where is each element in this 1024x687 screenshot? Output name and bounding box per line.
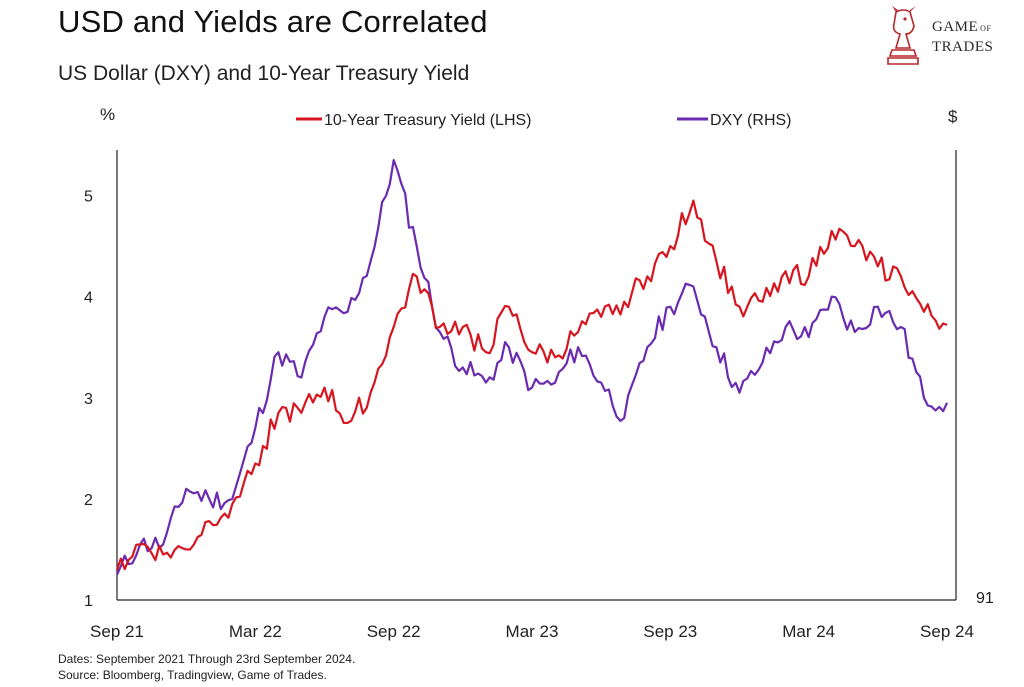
- chart-title: USD and Yields are Correlated: [58, 4, 488, 39]
- legend: 10-Year Treasury Yield (LHS) DXY (RHS): [296, 112, 792, 129]
- right-axis-tick-label: 91: [976, 590, 994, 607]
- y-tick-label: 5: [84, 189, 93, 206]
- logo-line1: GAME: [932, 19, 979, 35]
- bull-knight-icon: [887, 6, 919, 65]
- dxy-line: [115, 159, 949, 576]
- y-tick-label: 3: [84, 391, 93, 408]
- chart-subtitle: US Dollar (DXY) and 10-Year Treasury Yie…: [58, 62, 470, 85]
- x-tick-label: Mar 22: [229, 622, 282, 641]
- y-tick-label: 2: [84, 492, 93, 509]
- legend-label-dxy: DXY (RHS): [710, 112, 792, 129]
- yield-line: [115, 199, 948, 571]
- x-axis-ticks: Sep 21 Mar 22 Sep 22 Mar 23 Sep 23 Mar 24 Sep …: [90, 622, 974, 641]
- x-tick-label: Sep 24: [920, 622, 974, 641]
- legend-label-yield: 10-Year Treasury Yield (LHS): [324, 112, 532, 129]
- right-axis-unit: $: [948, 107, 958, 126]
- x-tick-label: Sep 22: [367, 622, 421, 641]
- logo-line2: TRADES: [932, 39, 994, 55]
- footnote-source: Source: Bloomberg, Tradingview, Game of …: [58, 668, 327, 682]
- left-axis-ticks: 1 2 3 4 5: [84, 189, 93, 610]
- y-tick-label: 4: [84, 290, 93, 307]
- x-tick-label: Sep 21: [90, 622, 144, 641]
- footnote-dates: Dates: September 2021 Through 23rd Septe…: [58, 652, 356, 666]
- x-tick-label: Sep 23: [643, 622, 697, 641]
- x-tick-label: Mar 24: [782, 622, 835, 641]
- x-tick-label: Mar 23: [506, 622, 559, 641]
- logo-of: OF: [980, 24, 992, 33]
- logo-wordmark: GAME OF TRADES: [932, 18, 993, 56]
- y-tick-label: 1: [84, 593, 93, 610]
- chart-lines: [115, 159, 949, 576]
- game-of-trades-logo: GAME OF TRADES: [884, 4, 1016, 70]
- left-axis-unit: %: [100, 105, 115, 124]
